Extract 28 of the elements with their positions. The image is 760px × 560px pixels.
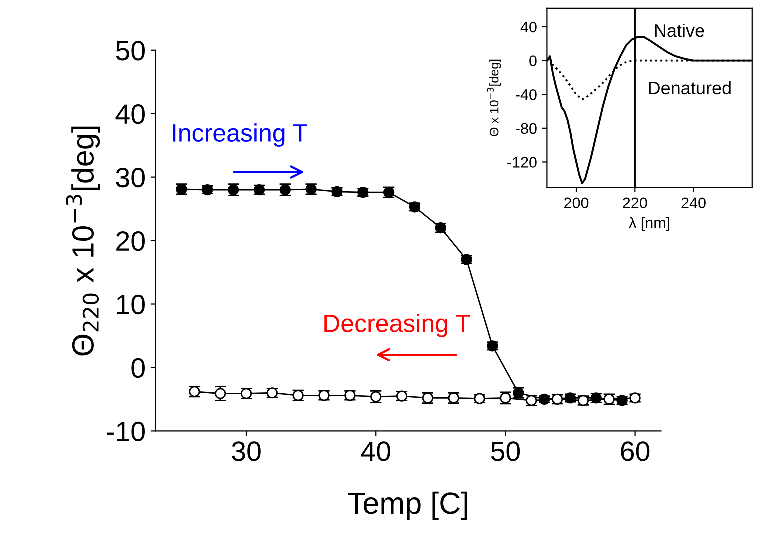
x-tick-label: 40 (361, 442, 390, 462)
x-tick-label: 200 (564, 198, 589, 209)
x-tick-label: 30 (232, 442, 261, 462)
y-axis-title: Θ x 10$^{−3}$[deg] (487, 60, 502, 136)
x-tick-label: 50 (491, 442, 520, 462)
y-tick-label: 0 (132, 358, 145, 378)
annotation: Denatured (649, 81, 731, 95)
annotation: Increasing T (173, 124, 308, 147)
y-axis-title: Θ$_{220}$ x 10$^{−3}$[deg] (66, 126, 100, 356)
x-axis-title: Temp [C] (348, 492, 468, 520)
x-tick-label: 240 (682, 198, 706, 209)
y-tick-label: 40 (520, 22, 537, 33)
y-tick-label: 10 (117, 294, 145, 315)
x-tick-label: 60 (621, 442, 650, 462)
annotation: Decreasing T (324, 314, 470, 338)
x-axis-title: λ [nm] (629, 217, 670, 232)
x-tick-label: 220 (623, 198, 648, 209)
y-tick-label: -120 (508, 157, 537, 168)
y-tick-label: 0 (530, 56, 537, 66)
y-tick-label: -10 (107, 422, 145, 442)
y-tick-label: -40 (516, 89, 537, 100)
y-tick-label: 50 (116, 41, 145, 61)
y-tick-label: 40 (116, 104, 145, 124)
point (215, 388, 226, 400)
annotation: Native (655, 24, 704, 38)
y-tick-label: 30 (116, 168, 145, 188)
y-tick-label: 20 (116, 231, 145, 252)
y-tick-label: -80 (516, 123, 537, 134)
